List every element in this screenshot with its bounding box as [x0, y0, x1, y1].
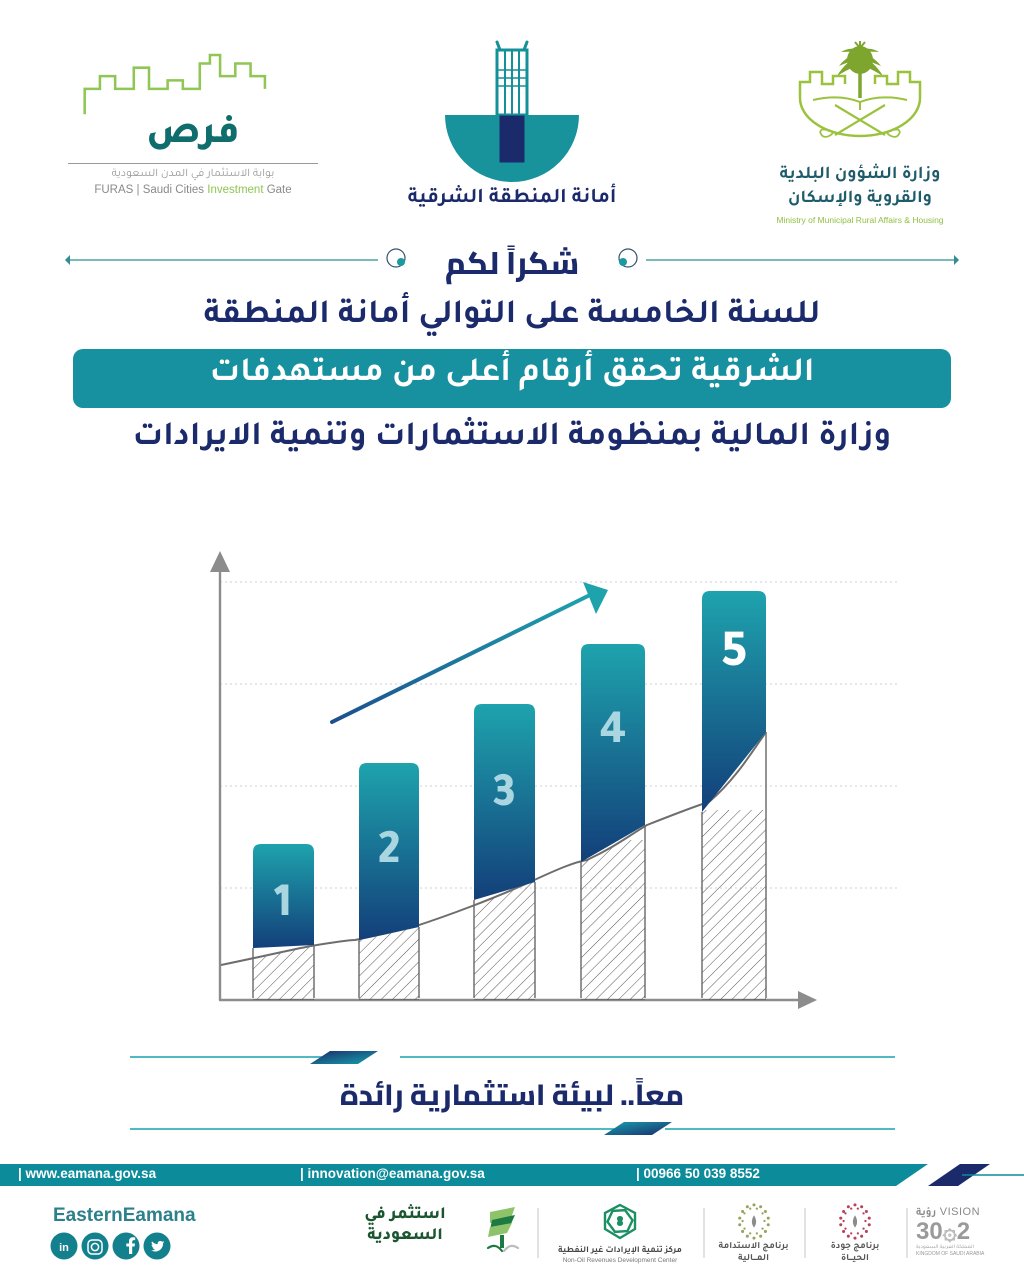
- svg-text:5: 5: [720, 632, 748, 684]
- svg-text:2: 2: [377, 830, 400, 880]
- svg-text:4: 4: [600, 711, 626, 760]
- svg-text:in: in: [59, 1242, 69, 1254]
- svg-text:3: 3: [492, 773, 516, 823]
- svg-text:1: 1: [273, 884, 293, 933]
